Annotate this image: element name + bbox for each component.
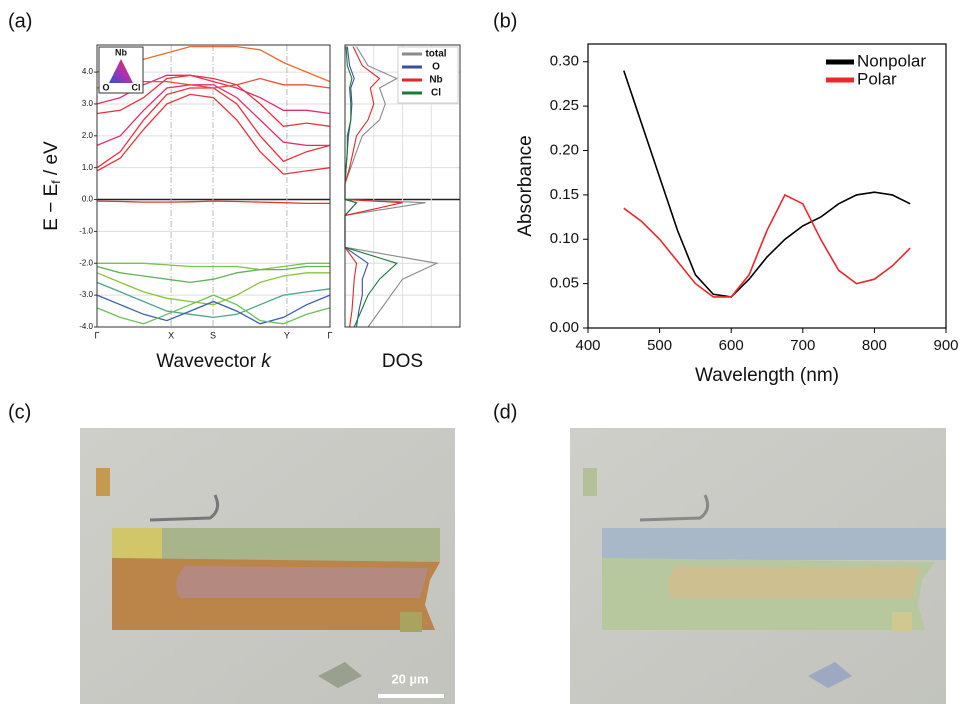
y-tick-label: 0.30 xyxy=(550,53,579,70)
y-tick-label: 0.20 xyxy=(550,141,579,158)
x-tick-label: 700 xyxy=(790,337,815,354)
y-tick-label: 0.15 xyxy=(550,186,579,203)
x-tick-label: Γ xyxy=(328,330,333,340)
plot-frame xyxy=(344,44,461,328)
band-line xyxy=(96,272,330,306)
micrograph-c: 20 µm xyxy=(80,428,455,704)
y-tick-label: 4.0 xyxy=(82,67,94,76)
x-axis-label: Wavelength (nm) xyxy=(695,365,839,386)
y-axis-label-part: f xyxy=(49,180,63,184)
panel-label: (d) xyxy=(493,401,517,423)
y-tick-label: -3.0 xyxy=(79,290,93,299)
x-tick-label: 800 xyxy=(862,337,887,354)
line-series xyxy=(623,193,911,298)
y-axis-label-part: E − E xyxy=(41,184,62,231)
x-axis-label-part: Wavevector xyxy=(156,351,261,372)
scale-bar-label: 20 µm xyxy=(391,671,428,686)
band-line xyxy=(96,200,330,205)
legend-label: Cl xyxy=(431,88,441,99)
band-line xyxy=(96,281,331,319)
x-tick-label: Y xyxy=(284,330,290,340)
legend-label: Nonpolar xyxy=(857,51,926,70)
panel-label: (a) xyxy=(8,10,32,32)
x-axis-label: Wavevector k xyxy=(156,351,272,372)
x-axis-label-part: k xyxy=(261,351,272,372)
inset-label: Cl xyxy=(132,82,141,92)
inset-triangle xyxy=(109,59,133,83)
panel-label: (b) xyxy=(493,10,517,32)
x-tick-label: Γ xyxy=(95,330,100,340)
line-series xyxy=(623,70,911,298)
band-line xyxy=(96,74,331,127)
x-tick-label: 600 xyxy=(719,337,744,354)
plot-frame xyxy=(587,43,947,329)
y-tick-label: 1.0 xyxy=(82,163,94,172)
x-tick-label: 900 xyxy=(933,337,958,354)
x-tick-label: 400 xyxy=(575,337,600,354)
y-tick-label: 2.0 xyxy=(82,131,94,140)
x-tick-label: X xyxy=(168,330,174,340)
panel-label: (c) xyxy=(8,401,31,423)
legend-label: total xyxy=(425,49,446,60)
legend-label: Polar xyxy=(857,69,897,88)
band-line xyxy=(96,93,331,175)
legend-label: O xyxy=(432,62,440,73)
micrograph-d xyxy=(570,428,946,704)
y-tick-label: 0.00 xyxy=(550,319,579,336)
y-tick-label: -2.0 xyxy=(79,258,93,267)
band-line xyxy=(97,262,330,271)
y-axis-label: E − Ef / eV xyxy=(41,141,63,231)
y-axis-label-part: / eV xyxy=(41,141,62,180)
inset-label: O xyxy=(102,82,109,92)
y-tick-label: -4.0 xyxy=(79,322,93,331)
x-axis-label: DOS xyxy=(382,351,423,372)
y-axis-label: Absorbance xyxy=(515,135,536,236)
inset-label: Nb xyxy=(115,47,127,57)
y-tick-label: -1.0 xyxy=(79,227,93,236)
y-tick-label: 3.0 xyxy=(82,99,94,108)
legend-label: Nb xyxy=(429,75,442,86)
band-line xyxy=(96,294,331,325)
y-tick-label: 0.05 xyxy=(550,275,579,292)
plot-frame xyxy=(96,44,331,328)
y-tick-label: 0.10 xyxy=(550,230,579,247)
y-tick-label: 0.25 xyxy=(550,97,579,114)
dos-line xyxy=(344,46,369,328)
x-tick-label: S xyxy=(210,330,216,340)
band-line xyxy=(96,84,330,147)
band-line xyxy=(96,294,331,325)
band-line xyxy=(96,265,330,284)
y-tick-label: 0.0 xyxy=(82,195,94,204)
x-tick-label: 500 xyxy=(647,337,672,354)
